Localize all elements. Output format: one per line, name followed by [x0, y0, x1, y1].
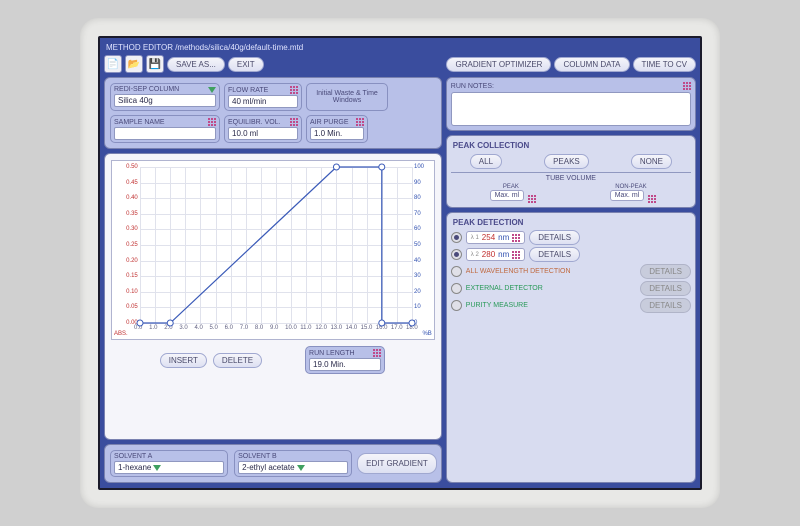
- peak-tube-field[interactable]: PEAK Max. ml: [486, 184, 537, 203]
- allwave-radio[interactable]: [451, 266, 462, 277]
- keypad-icon: [528, 195, 536, 203]
- new-icon[interactable]: 📄: [104, 55, 122, 73]
- gradient-optimizer-button[interactable]: GRADIENT OPTIMIZER: [446, 57, 551, 72]
- keypad-icon: [290, 118, 298, 126]
- keypad-icon: [512, 251, 520, 259]
- column-data-button[interactable]: COLUMN DATA: [554, 57, 629, 72]
- params-panel: REDI-SEP COLUMN Silica 40g FLOW RATE 40m…: [104, 77, 442, 149]
- run-notes-textarea[interactable]: [451, 92, 691, 126]
- keypad-icon: [512, 234, 520, 242]
- keypad-icon: [373, 349, 381, 357]
- edit-gradient-button[interactable]: EDIT GRADIENT: [357, 453, 437, 474]
- initial-waste-button[interactable]: Initial Waste & Time Windows: [306, 83, 388, 111]
- device-bezel: METHOD EDITOR /methods/silica/40g/defaul…: [80, 18, 720, 508]
- keypad-icon: [648, 195, 656, 203]
- open-icon[interactable]: 📂: [125, 55, 143, 73]
- purity-radio[interactable]: [451, 300, 462, 311]
- nonpeak-tube-field[interactable]: NON-PEAK Max. ml: [606, 184, 657, 203]
- keypad-icon: [356, 118, 364, 126]
- time-to-cv-button[interactable]: TIME TO CV: [633, 57, 697, 72]
- save-icon[interactable]: 💾: [146, 55, 164, 73]
- delete-button[interactable]: DELETE: [213, 353, 262, 368]
- dropdown-icon: [153, 465, 161, 471]
- keypad-icon: [290, 86, 298, 94]
- lambda1-radio[interactable]: [451, 232, 462, 243]
- allwave-details-button[interactable]: DETAILS: [640, 264, 691, 279]
- purity-details-button[interactable]: DETAILS: [640, 298, 691, 313]
- screen: METHOD EDITOR /methods/silica/40g/defaul…: [98, 36, 702, 490]
- keypad-icon: [208, 118, 216, 126]
- dropdown-icon: [208, 87, 216, 93]
- flow-rate-field[interactable]: FLOW RATE 40ml/min: [224, 83, 302, 111]
- keypad-icon[interactable]: [683, 82, 691, 90]
- gradient-chart[interactable]: ABS. %B 0.501000.45900.40800.35700.30600…: [111, 160, 435, 340]
- lambda2-field[interactable]: λ 2 280 nm: [466, 248, 526, 261]
- dropdown-icon: [297, 465, 305, 471]
- insert-button[interactable]: INSERT: [160, 353, 207, 368]
- redi-sep-field[interactable]: REDI-SEP COLUMN Silica 40g: [110, 83, 220, 111]
- lambda2-details-button[interactable]: DETAILS: [529, 247, 580, 262]
- external-details-button[interactable]: DETAILS: [640, 281, 691, 296]
- lambda1-field[interactable]: λ 1 254 nm: [466, 231, 526, 244]
- gradient-chart-panel: ABS. %B 0.501000.45900.40800.35700.30600…: [104, 153, 442, 440]
- exit-button[interactable]: EXIT: [228, 57, 264, 72]
- collect-all-button[interactable]: ALL: [470, 154, 502, 169]
- collect-peaks-button[interactable]: PEAKS: [544, 154, 589, 169]
- collect-none-button[interactable]: NONE: [631, 154, 672, 169]
- solvent-a-field[interactable]: SOLVENT A 1-hexane: [110, 450, 228, 477]
- title-bar: METHOD EDITOR /methods/silica/40g/defaul…: [104, 42, 696, 55]
- lambda1-details-button[interactable]: DETAILS: [529, 230, 580, 245]
- run-length-field[interactable]: RUN LENGTH 19.0Min.: [305, 346, 385, 374]
- air-purge-field[interactable]: AIR PURGE 1.0Min.: [306, 115, 368, 143]
- toolbar: 📄 📂 💾 SAVE AS... EXIT GRADIENT OPTIMIZER…: [104, 55, 696, 73]
- external-radio[interactable]: [451, 283, 462, 294]
- lambda2-radio[interactable]: [451, 249, 462, 260]
- sample-name-field[interactable]: SAMPLE NAME: [110, 115, 220, 143]
- equilibr-vol-field[interactable]: EQUILIBR. VOL. 10.0ml: [224, 115, 302, 143]
- save-as-button[interactable]: SAVE AS...: [167, 57, 225, 72]
- peak-collection-panel: PEAK COLLECTION ALL PEAKS NONE TUBE VOLU…: [446, 135, 696, 208]
- solvent-b-field[interactable]: SOLVENT B 2-ethyl acetate: [234, 450, 352, 477]
- peak-detection-panel: PEAK DETECTION λ 1 254 nm DETAILS λ 2: [446, 212, 696, 483]
- solvent-panel: SOLVENT A 1-hexane SOLVENT B 2-ethyl ace…: [104, 444, 442, 483]
- run-notes-panel: RUN NOTES:: [446, 77, 696, 131]
